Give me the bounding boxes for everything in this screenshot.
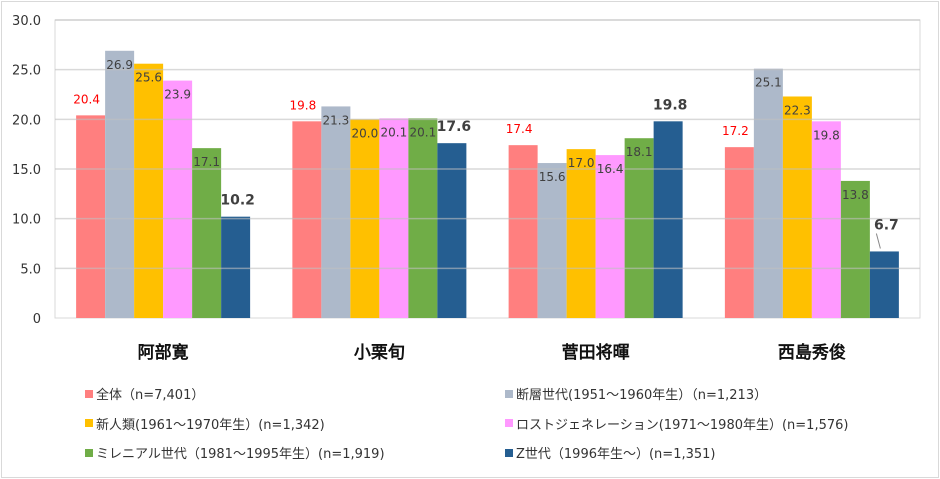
data-label: 25.1 bbox=[755, 76, 782, 90]
y-tick-label: 25.0 bbox=[12, 64, 41, 79]
data-label: 19.8 bbox=[813, 128, 840, 142]
data-label: 19.8 bbox=[653, 97, 688, 113]
legend-item: ミレニアル世代（1981～1995年生）(n=1,919) bbox=[85, 443, 385, 462]
legend-item: ロストジェネレーション(1971～1980年生）(n=1,576) bbox=[505, 414, 848, 433]
legend-label: Z世代（1996年生～）(n=1,351) bbox=[516, 447, 716, 462]
data-label: 17.6 bbox=[437, 119, 472, 135]
data-label: 18.1 bbox=[626, 145, 653, 159]
legend-swatch bbox=[505, 389, 513, 398]
legend-item: 全体（n=7,401） bbox=[85, 384, 204, 403]
data-label: 21.3 bbox=[323, 113, 350, 127]
legend-item: 新人類(1961～1970年生）(n=1,342) bbox=[85, 414, 325, 433]
data-label: 20.0 bbox=[352, 126, 379, 140]
bar bbox=[566, 149, 596, 318]
legend-label: 全体（n=7,401） bbox=[96, 388, 205, 403]
legend-item: 断層世代(1951～1960年生）（n=1,213） bbox=[505, 384, 767, 403]
bar bbox=[508, 145, 538, 318]
bar bbox=[76, 115, 106, 318]
legend-label: 断層世代(1951～1960年生）（n=1,213） bbox=[516, 388, 768, 403]
legend-swatch bbox=[85, 389, 93, 398]
data-label: 19.8 bbox=[290, 98, 317, 112]
data-label: 20.1 bbox=[381, 125, 408, 139]
bar bbox=[869, 251, 899, 318]
data-label: 17.1 bbox=[193, 155, 220, 169]
y-tick-label: 0 bbox=[33, 312, 41, 327]
bar bbox=[653, 121, 683, 318]
data-label: 17.2 bbox=[722, 124, 749, 138]
data-label: 26.9 bbox=[106, 58, 133, 72]
legend-swatch bbox=[85, 419, 93, 427]
category-label: 小栗旬 bbox=[354, 342, 405, 363]
y-tick-label: 15.0 bbox=[12, 163, 41, 178]
bar bbox=[724, 147, 754, 318]
y-tick-label: 30.0 bbox=[12, 14, 41, 29]
bar bbox=[537, 163, 567, 318]
legend-label: ミレニアル世代（1981～1995年生）(n=1,919) bbox=[96, 447, 385, 462]
bar bbox=[753, 68, 783, 318]
data-label: 22.3 bbox=[784, 103, 811, 117]
leader-line bbox=[875, 233, 881, 249]
bar bbox=[321, 106, 351, 318]
bar bbox=[595, 155, 625, 318]
bar bbox=[192, 148, 222, 318]
data-label: 13.8 bbox=[842, 188, 869, 202]
legend-label: ロストジェネレーション(1971～1980年生）(n=1,576) bbox=[516, 417, 849, 433]
y-tick-label: 10.0 bbox=[12, 213, 41, 228]
data-label: 16.4 bbox=[597, 162, 624, 176]
data-label: 6.7 bbox=[874, 217, 899, 233]
bar bbox=[163, 80, 193, 319]
data-label: 25.6 bbox=[135, 71, 162, 85]
y-tick-label: 5.0 bbox=[20, 262, 41, 277]
y-tick-label: 20.0 bbox=[12, 113, 41, 128]
category-label: 菅田将暉 bbox=[562, 342, 630, 363]
bar bbox=[105, 50, 135, 318]
category-label: 西島秀俊 bbox=[778, 342, 846, 363]
legend-swatch bbox=[85, 448, 93, 457]
bar bbox=[782, 96, 812, 318]
bar bbox=[811, 121, 841, 318]
category-label: 阿部寛 bbox=[138, 342, 189, 363]
data-label: 15.6 bbox=[539, 170, 566, 184]
bar bbox=[292, 121, 322, 318]
data-label: 10.2 bbox=[220, 193, 255, 209]
data-label: 20.4 bbox=[73, 92, 100, 106]
legend-swatch bbox=[505, 419, 513, 427]
bar bbox=[840, 180, 870, 318]
data-label: 20.1 bbox=[410, 125, 437, 139]
data-label: 23.9 bbox=[164, 88, 191, 102]
legend-label: 新人類(1961～1970年生）(n=1,342) bbox=[96, 417, 325, 433]
data-label: 17.4 bbox=[506, 122, 533, 136]
bar bbox=[221, 216, 251, 318]
bar bbox=[437, 143, 467, 318]
legend-item: Z世代（1996年生～）(n=1,351) bbox=[505, 443, 715, 462]
data-label: 17.0 bbox=[568, 156, 595, 170]
bar bbox=[134, 63, 164, 318]
legend-swatch bbox=[505, 448, 513, 457]
bar bbox=[624, 138, 654, 318]
